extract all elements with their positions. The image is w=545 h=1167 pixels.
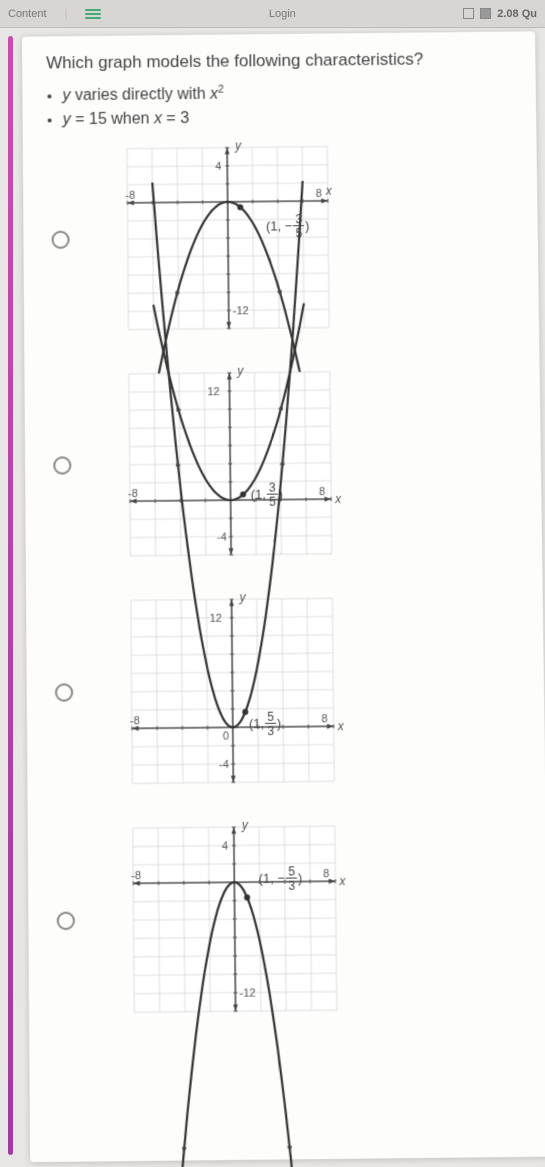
svg-text:12: 12 xyxy=(210,612,222,624)
svg-text:8: 8 xyxy=(323,868,329,880)
left-accent-bar xyxy=(8,36,13,1155)
radio-A[interactable] xyxy=(51,230,69,248)
svg-text:x: x xyxy=(338,874,346,888)
svg-text:4: 4 xyxy=(215,161,221,173)
hamburger-icon[interactable] xyxy=(85,7,101,21)
svg-text:y: y xyxy=(239,590,247,604)
bullet-1: y varies directly with x2 xyxy=(62,81,522,105)
radio-D[interactable] xyxy=(57,911,75,930)
svg-text:y: y xyxy=(241,818,249,832)
window-icon xyxy=(463,8,474,19)
graph-C: -8812-40yx xyxy=(131,598,334,783)
characteristics-list: y varies directly with x2 y = 15 when x … xyxy=(62,81,522,129)
point-label-A: (1, − 35 ) xyxy=(266,213,310,240)
graph-wrap-B: -8812-4yx (1, 35 ) xyxy=(129,372,332,556)
radio-B[interactable] xyxy=(53,456,71,474)
radio-C[interactable] xyxy=(55,683,73,701)
svg-text:y: y xyxy=(236,363,244,377)
svg-text:-8: -8 xyxy=(128,488,138,500)
question-stem: Which graph models the following charact… xyxy=(46,45,521,75)
svg-text:-12: -12 xyxy=(239,987,255,999)
option-D[interactable]: -88-124yx (1, − 53 ) xyxy=(52,824,534,1013)
graph-D: -88-124yx xyxy=(133,826,337,1012)
divider: | xyxy=(65,8,68,20)
svg-text:8: 8 xyxy=(321,713,327,725)
browser-chrome: Content | Login 2.08 Qu xyxy=(0,0,545,28)
tab-login[interactable]: Login xyxy=(269,8,296,20)
graph-wrap-D: -88-124yx (1, − 53 ) xyxy=(133,826,337,1012)
question-card: Which graph models the following charact… xyxy=(22,31,545,1162)
svg-text:0: 0 xyxy=(223,730,229,742)
exponent: 2 xyxy=(218,84,224,95)
svg-text:4: 4 xyxy=(222,840,228,852)
text: = 15 when xyxy=(71,110,154,128)
svg-text:8: 8 xyxy=(319,486,325,498)
window-icon-2 xyxy=(480,8,491,19)
graph-B: -8812-4yx xyxy=(129,372,332,556)
option-C[interactable]: -8812-40yx (1, 53 ) xyxy=(50,596,531,784)
svg-text:-4: -4 xyxy=(219,759,229,771)
svg-text:-4: -4 xyxy=(217,531,227,543)
point-label-D: (1, − 53 ) xyxy=(258,865,302,892)
svg-text:x: x xyxy=(337,719,345,733)
header-right-text: 2.08 Qu xyxy=(497,8,537,20)
text: = 3 xyxy=(162,110,189,127)
svg-text:y: y xyxy=(234,138,242,152)
svg-text:8: 8 xyxy=(316,188,322,200)
svg-text:-12: -12 xyxy=(233,305,249,317)
svg-text:12: 12 xyxy=(207,386,219,398)
answer-options: -88-124yx (1, − 35 ) -8812-4yx (1, xyxy=(47,144,534,1012)
option-A[interactable]: -88-124yx (1, − 35 ) xyxy=(47,144,525,330)
graph-wrap-C: -8812-40yx (1, 53 ) xyxy=(131,598,334,783)
tab-content[interactable]: Content xyxy=(8,8,47,20)
svg-text:-8: -8 xyxy=(130,715,140,727)
var-x: x xyxy=(210,85,218,102)
text: varies directly with xyxy=(70,86,210,104)
svg-text:x: x xyxy=(334,492,342,506)
var-y: y xyxy=(62,87,70,104)
bullet-2: y = 15 when x = 3 xyxy=(63,106,523,129)
svg-text:-8: -8 xyxy=(131,870,141,882)
svg-text:-8: -8 xyxy=(125,190,135,202)
svg-text:x: x xyxy=(325,184,333,198)
point-label-C: (1, 53 ) xyxy=(249,710,282,737)
var-y: y xyxy=(63,111,71,128)
